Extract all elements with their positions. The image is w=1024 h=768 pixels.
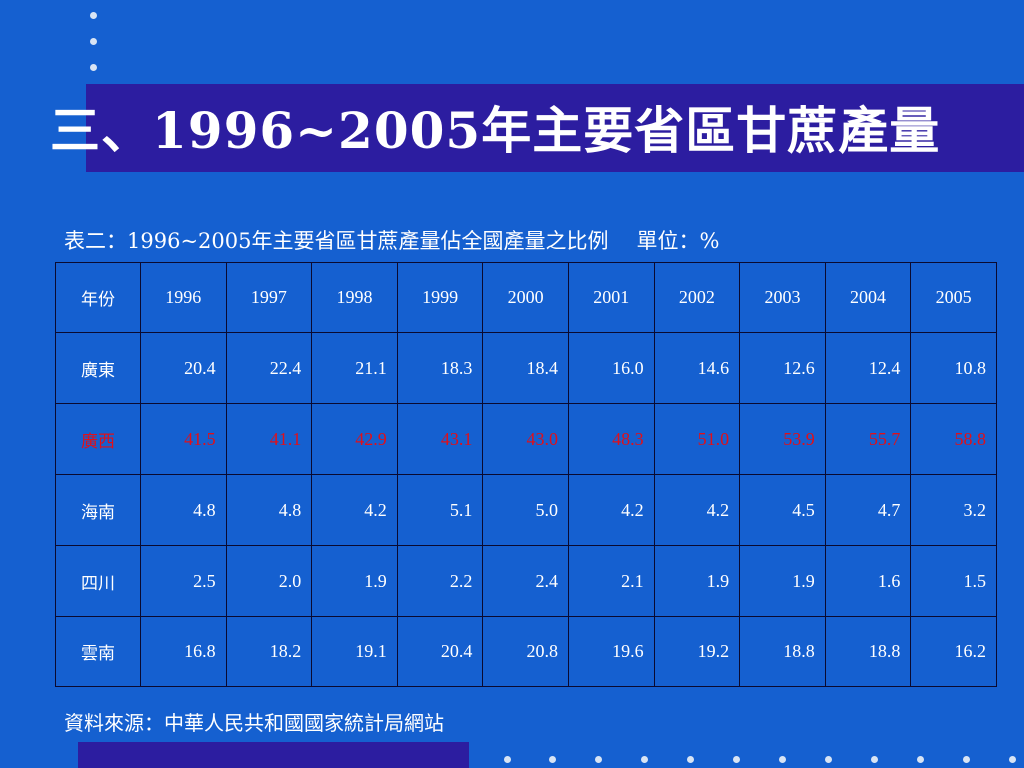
year-header: 1996 bbox=[140, 262, 227, 333]
value-cell: 2.2 bbox=[396, 545, 484, 617]
decor-dot bbox=[641, 756, 648, 763]
value-cell: 5.1 bbox=[396, 474, 484, 546]
value-cell: 51.0 bbox=[653, 403, 741, 475]
value-cell: 4.2 bbox=[653, 474, 741, 546]
decor-dot bbox=[595, 756, 602, 763]
value-cell: 2.4 bbox=[482, 545, 569, 617]
region-cell: 廣西 bbox=[55, 403, 141, 475]
value-cell: 18.8 bbox=[739, 616, 826, 687]
bottom-band bbox=[78, 742, 469, 768]
value-cell: 19.2 bbox=[653, 616, 741, 687]
value-cell: 18.4 bbox=[482, 332, 569, 404]
value-cell: 58.8 bbox=[910, 403, 997, 475]
value-cell: 21.1 bbox=[311, 332, 398, 404]
region-cell: 海南 bbox=[55, 474, 141, 546]
value-cell: 22.4 bbox=[225, 332, 313, 404]
value-cell: 1.6 bbox=[824, 545, 912, 617]
year-header: 2005 bbox=[910, 262, 997, 333]
table-row: 海南 4.8 4.8 4.2 5.1 5.0 4.2 4.2 4.5 4.7 3… bbox=[55, 474, 997, 546]
value-cell: 14.6 bbox=[653, 332, 741, 404]
decor-dot bbox=[504, 756, 511, 763]
value-cell: 18.2 bbox=[225, 616, 313, 687]
value-cell: 18.8 bbox=[824, 616, 912, 687]
value-cell: 43.1 bbox=[396, 403, 484, 475]
decor-dot bbox=[779, 756, 786, 763]
value-cell: 12.6 bbox=[739, 332, 826, 404]
year-header: 2003 bbox=[739, 262, 826, 333]
value-cell: 12.4 bbox=[824, 332, 912, 404]
year-header: 2002 bbox=[653, 262, 741, 333]
decor-dot bbox=[733, 756, 740, 763]
decor-dot bbox=[687, 756, 694, 763]
value-cell: 20.8 bbox=[482, 616, 569, 687]
value-cell: 4.5 bbox=[739, 474, 826, 546]
decor-dot bbox=[1009, 756, 1016, 763]
year-header: 2004 bbox=[824, 262, 912, 333]
value-cell: 19.1 bbox=[311, 616, 398, 687]
title-band bbox=[86, 84, 1024, 172]
year-header: 1998 bbox=[311, 262, 398, 333]
value-cell: 43.0 bbox=[482, 403, 569, 475]
value-cell: 5.0 bbox=[482, 474, 569, 546]
value-cell: 19.6 bbox=[567, 616, 655, 687]
source-note: 資料來源：中華人民共和國國家統計局網站 bbox=[64, 711, 444, 735]
decor-dot bbox=[825, 756, 832, 763]
decor-dot bbox=[90, 38, 97, 45]
value-cell: 41.5 bbox=[140, 403, 227, 475]
value-cell: 18.3 bbox=[396, 332, 484, 404]
value-cell: 4.7 bbox=[824, 474, 912, 546]
region-cell: 廣東 bbox=[55, 332, 141, 404]
value-cell: 3.2 bbox=[910, 474, 997, 546]
value-cell: 53.9 bbox=[739, 403, 826, 475]
unit-label: 單位：% bbox=[636, 229, 720, 253]
slide-title: 三、1996~2005年主要省區甘蔗產量 bbox=[50, 101, 941, 160]
table-row-highlighted: 廣西 41.5 41.1 42.9 43.1 43.0 48.3 51.0 53… bbox=[55, 403, 997, 475]
value-cell: 1.9 bbox=[311, 545, 398, 617]
value-cell: 20.4 bbox=[140, 332, 227, 404]
table-row: 廣東 20.4 22.4 21.1 18.3 18.4 16.0 14.6 12… bbox=[55, 332, 997, 404]
decor-dot bbox=[963, 756, 970, 763]
value-cell: 16.0 bbox=[567, 332, 655, 404]
year-header: 1997 bbox=[225, 262, 313, 333]
value-cell: 2.1 bbox=[567, 545, 655, 617]
value-cell: 1.9 bbox=[739, 545, 826, 617]
value-cell: 1.5 bbox=[910, 545, 997, 617]
value-cell: 42.9 bbox=[311, 403, 398, 475]
table-caption: 表二：1996~2005年主要省區甘蔗產量佔全國產量之比例 單位：% bbox=[64, 224, 1004, 258]
value-cell: 1.9 bbox=[653, 545, 741, 617]
value-cell: 4.2 bbox=[311, 474, 398, 546]
caption-text: 表二：1996~2005年主要省區甘蔗產量佔全國產量之比例 bbox=[64, 229, 609, 253]
value-cell: 16.8 bbox=[140, 616, 227, 687]
value-cell: 2.0 bbox=[225, 545, 313, 617]
year-header: 2001 bbox=[567, 262, 655, 333]
region-cell: 雲南 bbox=[55, 616, 141, 687]
decor-dot bbox=[871, 756, 878, 763]
table-row: 四川 2.5 2.0 1.9 2.2 2.4 2.1 1.9 1.9 1.6 1… bbox=[55, 545, 997, 617]
value-cell: 2.5 bbox=[140, 545, 227, 617]
value-cell: 20.4 bbox=[396, 616, 484, 687]
decor-dot bbox=[549, 756, 556, 763]
value-cell: 16.2 bbox=[910, 616, 997, 687]
data-table: 年份 1996 1997 1998 1999 2000 2001 2002 20… bbox=[55, 262, 997, 687]
value-cell: 41.1 bbox=[225, 403, 313, 475]
decor-dot bbox=[90, 12, 97, 19]
value-cell: 4.8 bbox=[225, 474, 313, 546]
value-cell: 10.8 bbox=[910, 332, 997, 404]
year-header: 1999 bbox=[396, 262, 484, 333]
value-cell: 4.8 bbox=[140, 474, 227, 546]
value-cell: 48.3 bbox=[567, 403, 655, 475]
decor-dot bbox=[90, 64, 97, 71]
table-header-row: 年份 1996 1997 1998 1999 2000 2001 2002 20… bbox=[55, 262, 997, 333]
value-cell: 4.2 bbox=[567, 474, 655, 546]
decor-dot bbox=[917, 756, 924, 763]
value-cell: 55.7 bbox=[824, 403, 912, 475]
region-cell: 四川 bbox=[55, 545, 141, 617]
corner-header: 年份 bbox=[55, 262, 141, 333]
table-row: 雲南 16.8 18.2 19.1 20.4 20.8 19.6 19.2 18… bbox=[55, 616, 997, 687]
year-header: 2000 bbox=[482, 262, 569, 333]
